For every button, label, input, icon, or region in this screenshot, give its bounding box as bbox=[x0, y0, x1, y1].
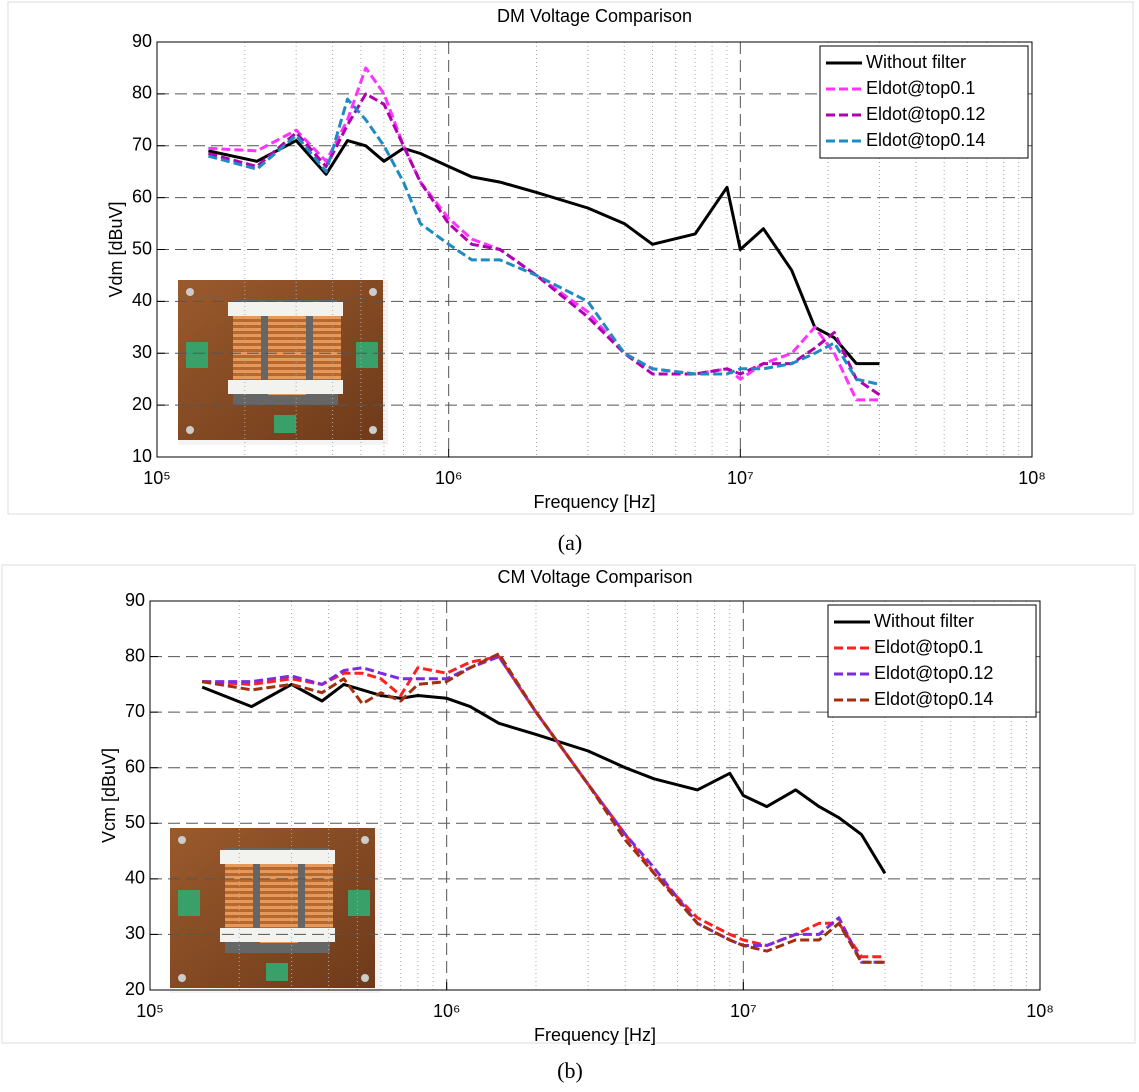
legend-label: Eldot@top0.1 bbox=[874, 637, 983, 657]
y-tick-label: 80 bbox=[132, 83, 152, 103]
series-line bbox=[201, 682, 887, 875]
legend-label: Eldot@top0.14 bbox=[866, 130, 985, 150]
figure-frame bbox=[7, 1, 1134, 515]
y-tick-label: 70 bbox=[125, 701, 145, 721]
y-tick-label: 70 bbox=[132, 135, 152, 155]
y-tick-label: 90 bbox=[125, 590, 145, 610]
y-tick-label: 30 bbox=[125, 923, 145, 943]
legend-box bbox=[827, 604, 1037, 718]
inset-photo bbox=[178, 280, 388, 445]
series-line bbox=[202, 655, 885, 964]
y-tick-label: 60 bbox=[132, 186, 152, 206]
legend-label: Eldot@top0.12 bbox=[866, 104, 985, 124]
y-tick-label: 10 bbox=[132, 446, 152, 466]
plot-border bbox=[156, 41, 1033, 458]
y-tick-label: 40 bbox=[125, 868, 145, 888]
caption: (a) bbox=[558, 530, 582, 555]
y-tick-label: 60 bbox=[125, 756, 145, 776]
figure-frame bbox=[1, 564, 1136, 1044]
x-tick-label: 10⁸ bbox=[1018, 468, 1046, 488]
x-tick-label: 10⁵ bbox=[143, 468, 170, 488]
legend-label: Eldot@top0.1 bbox=[866, 78, 975, 98]
x-tick-label: 10⁷ bbox=[730, 1001, 757, 1021]
chart-title: CM Voltage Comparison bbox=[497, 567, 692, 587]
x-tick-label: 10⁷ bbox=[727, 468, 754, 488]
x-axis-label: Frequency [Hz] bbox=[534, 1025, 656, 1045]
legend-box bbox=[819, 45, 1029, 159]
x-tick-label: 10⁵ bbox=[136, 1001, 163, 1021]
y-axis-label: Vcm [dBuV] bbox=[99, 748, 119, 843]
series-line bbox=[208, 66, 880, 402]
x-axis-label: Frequency [Hz] bbox=[533, 492, 655, 512]
x-tick-label: 10⁶ bbox=[435, 468, 462, 488]
y-tick-label: 40 bbox=[132, 290, 152, 310]
y-tick-label: 80 bbox=[125, 645, 145, 665]
inset-photo bbox=[170, 828, 380, 993]
x-tick-label: 10⁸ bbox=[1026, 1001, 1054, 1021]
y-tick-label: 90 bbox=[132, 31, 152, 51]
plot-border bbox=[149, 600, 1041, 991]
legend-label: Without filter bbox=[874, 611, 974, 631]
y-axis-label: Vdm [dBuV] bbox=[106, 201, 126, 297]
caption: (b) bbox=[557, 1058, 583, 1083]
series-line bbox=[208, 139, 880, 366]
x-tick-label: 10⁶ bbox=[433, 1001, 460, 1021]
series-line bbox=[201, 652, 885, 964]
legend-label: Eldot@top0.14 bbox=[874, 689, 993, 709]
y-tick-label: 20 bbox=[125, 979, 145, 999]
series-line bbox=[208, 97, 880, 386]
y-tick-label: 50 bbox=[125, 812, 145, 832]
legend-label: Without filter bbox=[866, 52, 966, 72]
chart-title: DM Voltage Comparison bbox=[497, 6, 692, 26]
y-tick-label: 30 bbox=[132, 342, 152, 362]
y-tick-label: 50 bbox=[132, 238, 152, 258]
y-tick-label: 20 bbox=[132, 394, 152, 414]
legend-label: Eldot@top0.12 bbox=[874, 663, 993, 683]
